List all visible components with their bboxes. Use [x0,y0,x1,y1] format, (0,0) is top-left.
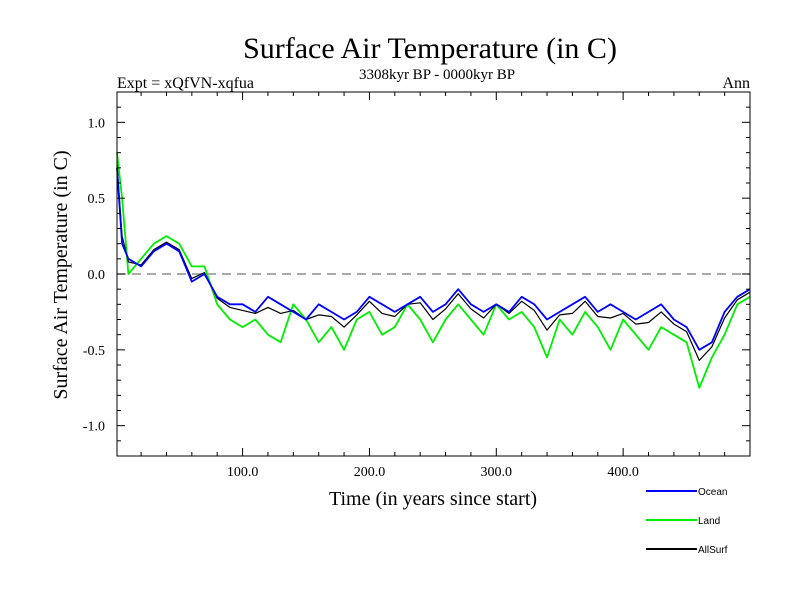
y-tick-label: -0.5 [83,344,105,359]
experiment-label: Expt = xQfVN-xqfua [117,75,254,92]
legend: Ocean Land AllSurf [646,487,728,556]
legend-label-ocean: Ocean [698,487,727,498]
x-tick-label: 400.0 [607,465,639,480]
y-tick-label: 0.0 [88,268,106,283]
series-line-ocean [116,167,751,351]
plot-frame [116,91,751,457]
legend-label-land: Land [698,516,720,527]
axis-ticks: 100.0 200.0 300.0 400.0 -1.0 -0.5 0.0 0.5 1.0 [83,92,750,480]
y-tick-label: 1.0 [88,116,106,131]
y-axis-label: Surface Air Temperature (in C) [50,150,72,399]
series-line-land [116,152,751,389]
legend-label-allsurf: AllSurf [698,545,728,556]
season-label: Ann [722,75,750,92]
x-axis-label: Time (in years since start) [329,488,537,510]
chart-title: Surface Air Temperature (in C) [243,32,617,65]
y-tick-label: -1.0 [83,420,105,435]
x-tick-label: 100.0 [227,465,259,480]
series-line-allsurf [116,164,751,361]
series-layer [116,152,751,389]
x-tick-label: 200.0 [354,465,386,480]
y-tick-label: 0.5 [88,192,106,207]
chart-subtitle: 3308kyr BP - 0000kyr BP [359,67,515,83]
x-tick-label: 300.0 [481,465,513,480]
